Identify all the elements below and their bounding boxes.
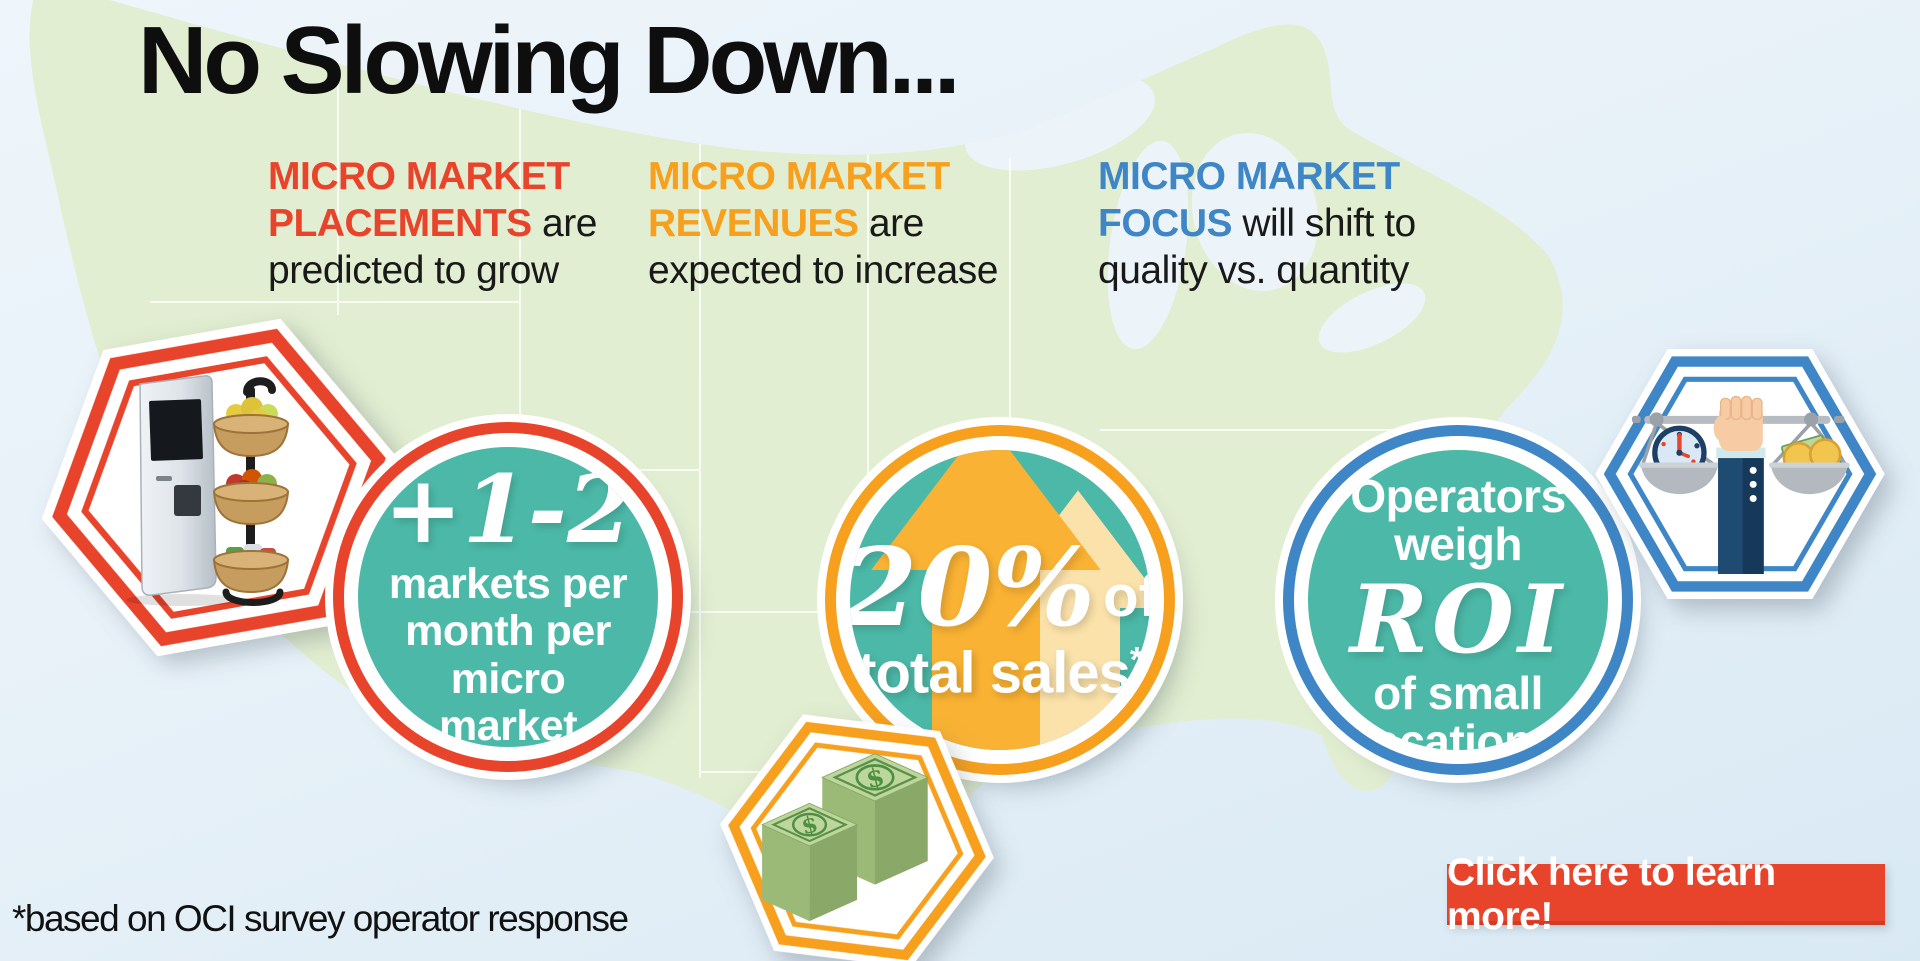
- svg-text:$: $: [799, 810, 821, 840]
- stat-suffix-revenues: of: [1103, 564, 1158, 629]
- section-heading-revenues: MICRO MARKET REVENUES are expected to in…: [648, 153, 1046, 294]
- stat-label-text: total sales: [857, 640, 1131, 706]
- stat-text-revenues: 20% of total sales*: [842, 450, 1158, 706]
- stat-badge-focus: Operators weigh ROI of small locations: [1294, 436, 1622, 764]
- heading-rest-focus: will shift to quality vs. quantity: [1098, 202, 1416, 292]
- heading-highlight-focus: MICRO MARKET FOCUS: [1098, 155, 1400, 245]
- stat-badge-revenues: 20% of total sales*: [836, 436, 1164, 764]
- stat-badge-placements: +1-2 markets per month per micro market …: [344, 433, 672, 761]
- footnote: *based on OCI survey operator response: [12, 898, 629, 939]
- stat-line1-focus: Operators weigh: [1350, 470, 1566, 571]
- growth-arrow-icon: [871, 450, 1150, 750]
- section-heading-focus: MICRO MARKET FOCUS will shift to quality…: [1098, 153, 1534, 294]
- section-heading-placements: MICRO MARKET PLACEMENTS are predicted to…: [268, 153, 626, 294]
- stat-value-placements: +1-2: [383, 455, 633, 565]
- stat-value-focus: ROI: [1350, 564, 1566, 675]
- cta-button[interactable]: Click here to learn more!: [1447, 851, 1885, 938]
- stat-value-revenues: 20%: [842, 525, 1096, 651]
- micro-market-kiosk-icon: [126, 375, 290, 606]
- balance-scale-icon: [1631, 395, 1850, 574]
- money-stacks-icon: $ $: [761, 753, 929, 922]
- stat-label-placements: markets per month per micro market opera…: [388, 560, 628, 750]
- heading-highlight-placements: MICRO MARKET PLACEMENTS: [268, 155, 570, 245]
- heading-highlight-revenues: MICRO MARKET REVENUES: [648, 155, 950, 245]
- heading-rest-placements: are predicted to grow: [268, 202, 597, 292]
- heading-rest-revenues: are expected to increase: [648, 202, 998, 292]
- footnote-marker: *: [1129, 639, 1144, 680]
- stat-label-revenues: total sales*: [857, 639, 1144, 706]
- page-title: No Slowing Down...: [138, 7, 961, 114]
